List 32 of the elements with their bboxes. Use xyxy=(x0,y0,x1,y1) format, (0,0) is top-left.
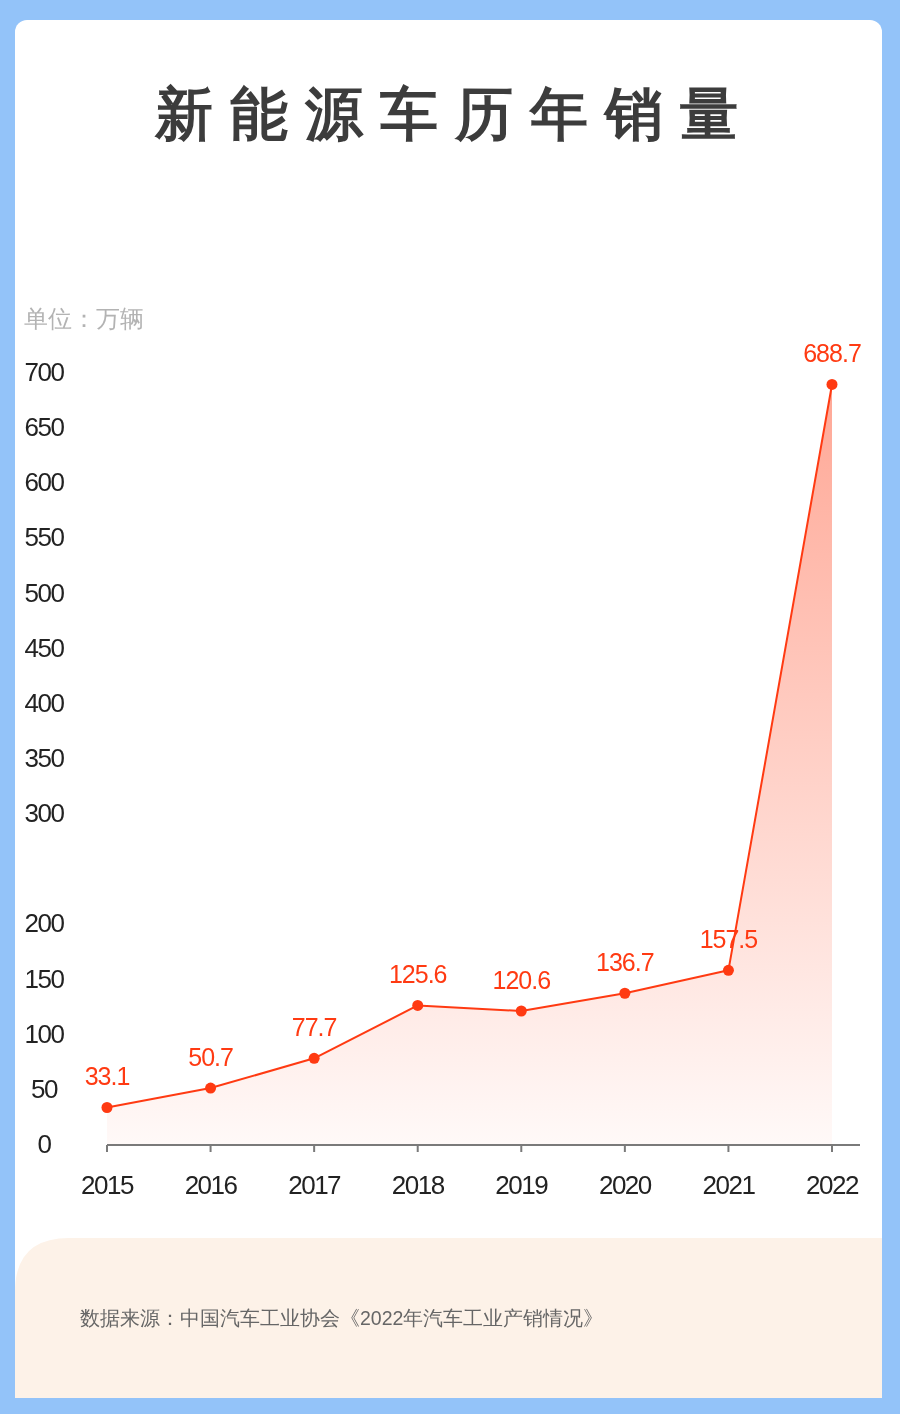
data-label: 136.7 xyxy=(596,948,654,977)
xtick: 2022 xyxy=(806,1170,858,1200)
ytick: 350 xyxy=(24,743,64,773)
ytick: 500 xyxy=(24,577,64,608)
ytick: 300 xyxy=(24,798,64,829)
xtick: 2017 xyxy=(288,1170,341,1200)
ytick: 450 xyxy=(24,632,64,663)
xtick: 2015 xyxy=(81,1170,133,1200)
ylabel: 单位：万辆 xyxy=(24,305,144,332)
ytick: 150 xyxy=(24,963,64,994)
data-label: 120.6 xyxy=(492,966,551,994)
data-label: 77.7 xyxy=(291,1013,337,1042)
data-label: 688.7 xyxy=(803,339,861,368)
xtick: 2019 xyxy=(495,1170,548,1200)
xtick: 2021 xyxy=(702,1170,755,1200)
ytick: 650 xyxy=(24,412,64,443)
xtick: 2020 xyxy=(598,1170,651,1200)
data-label: 125.6 xyxy=(388,960,447,989)
ytick: 400 xyxy=(24,687,64,718)
xtick: 2018 xyxy=(391,1170,444,1200)
ytick: 200 xyxy=(24,908,64,939)
data-label: 33.1 xyxy=(84,1062,130,1091)
xtick: 2016 xyxy=(184,1170,237,1200)
annotation: 数据来源：中国汽车工业协会《2022年汽车工业产销情况》 xyxy=(80,1307,604,1329)
ytick: 700 xyxy=(24,357,64,387)
ytick: 550 xyxy=(24,522,64,553)
ytick: 50 xyxy=(31,1073,57,1104)
ytick: 0 xyxy=(37,1129,51,1159)
ytick: 100 xyxy=(24,1018,64,1049)
ytick: 600 xyxy=(24,467,64,498)
title: 新能源车历年销量 xyxy=(155,81,755,146)
data-label: 50.7 xyxy=(188,1043,233,1072)
